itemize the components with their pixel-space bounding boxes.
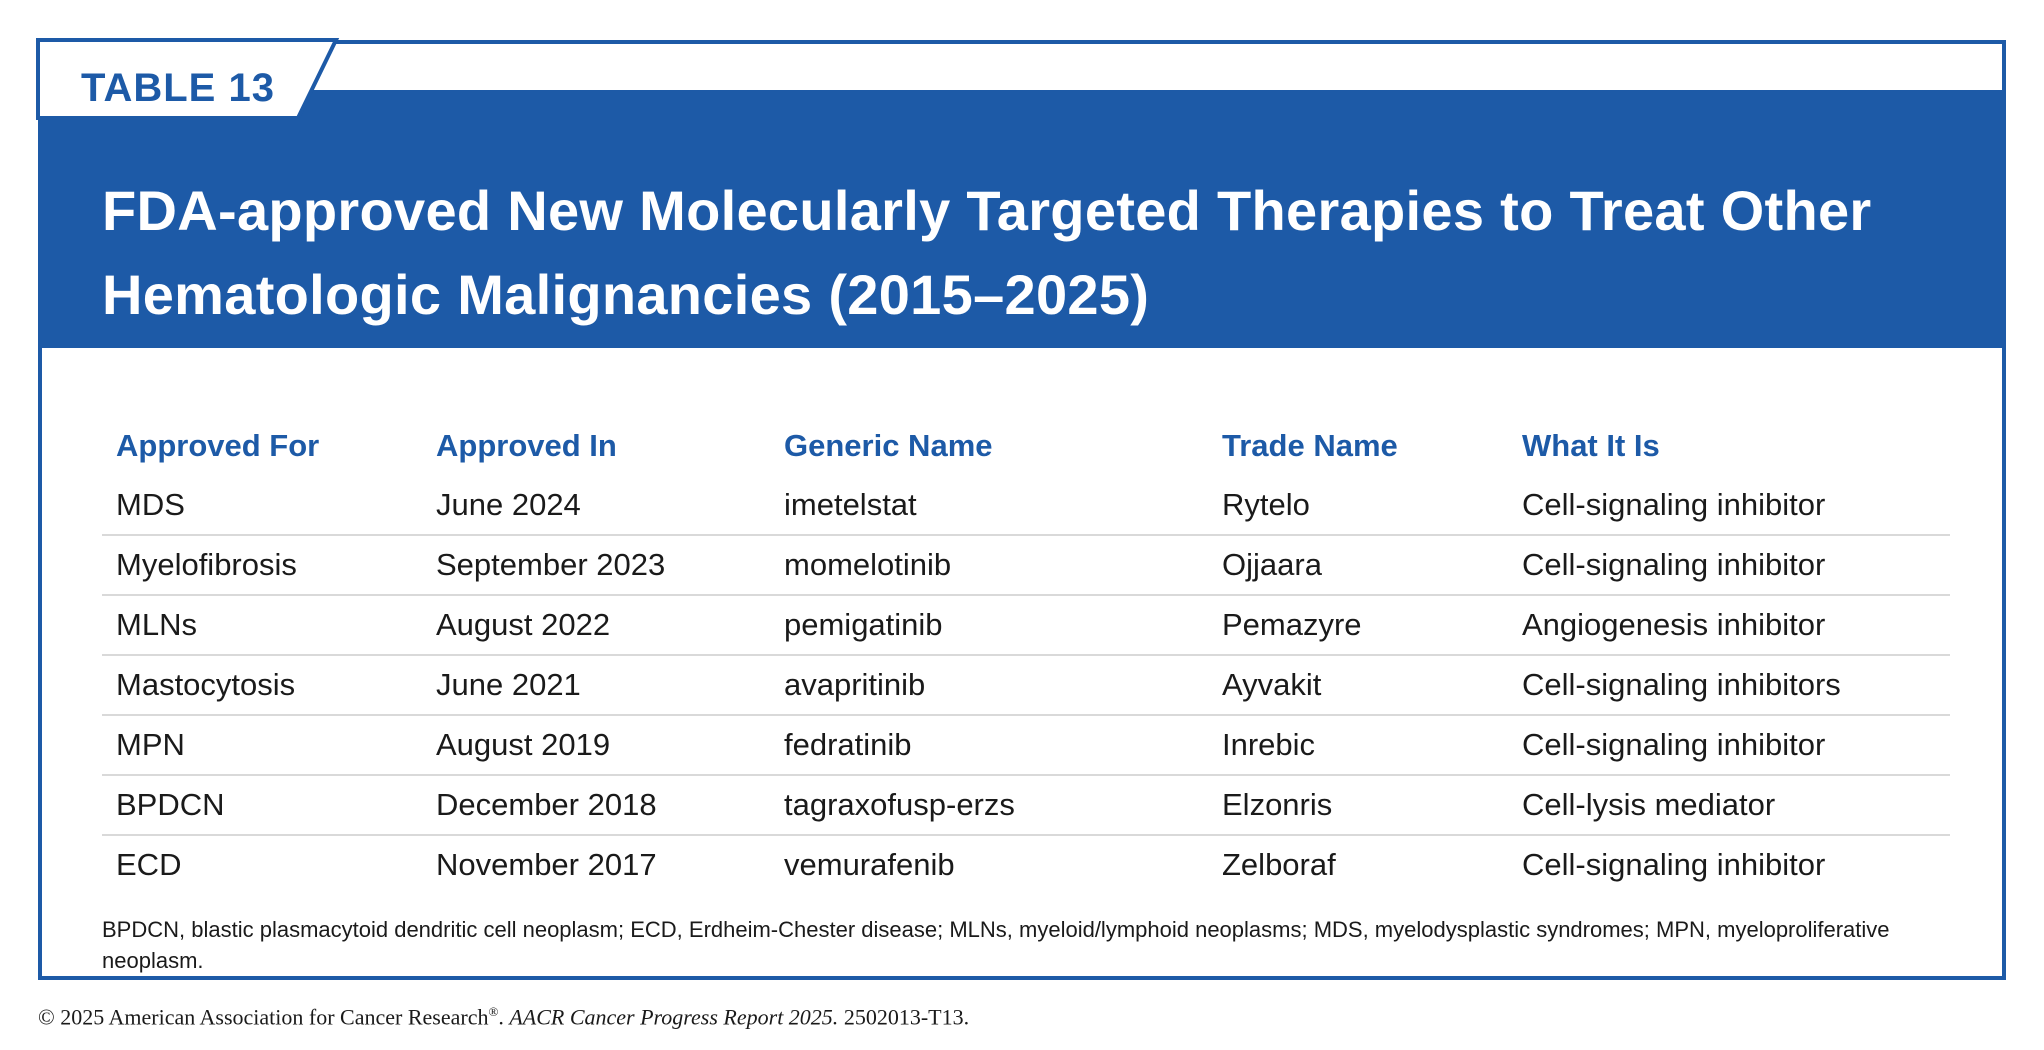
copyright-separator: . [498, 1004, 510, 1030]
table-row: Myelofibrosis September 2023 momelotinib… [102, 535, 1950, 596]
cell-trade-name: Inrebic [1208, 715, 1508, 776]
title-band [42, 90, 2002, 348]
column-header-generic-name: Generic Name [784, 428, 993, 463]
cell-trade-name: Ojjaara [1208, 535, 1508, 596]
copyright-line: © 2025 American Association for Cancer R… [38, 1004, 969, 1030]
cell-what-it-is: Cell-lysis mediator [1508, 775, 1950, 836]
cell-generic-name: pemigatinib [770, 595, 1208, 656]
table-row: MLNs August 2022 pemigatinib Pemazyre An… [102, 595, 1950, 656]
cell-approved-in: August 2022 [422, 595, 770, 656]
cell-approved-for: MDS [102, 476, 422, 536]
page-title: FDA-approved New Molecularly Targeted Th… [102, 179, 1872, 326]
cell-approved-for: MPN [102, 715, 422, 776]
column-header-approved-for: Approved For [116, 428, 320, 463]
table-row: Mastocytosis June 2021 avapritinib Ayvak… [102, 655, 1950, 716]
copyright-prefix: © 2025 American Association for Cancer R… [38, 1004, 489, 1030]
registered-mark: ® [488, 1004, 499, 1019]
cell-trade-name: Rytelo [1208, 476, 1508, 536]
cell-generic-name: fedratinib [770, 715, 1208, 776]
table-row: MPN August 2019 fedratinib Inrebic Cell-… [102, 715, 1950, 776]
cell-approved-in: December 2018 [422, 775, 770, 836]
cell-approved-for: Mastocytosis [102, 655, 422, 716]
cell-generic-name: imetelstat [770, 476, 1208, 536]
column-header-approved-in: Approved In [436, 428, 617, 463]
cell-generic-name: avapritinib [770, 655, 1208, 716]
table-row: MDS June 2024 imetelstat Rytelo Cell-sig… [102, 476, 1950, 536]
cell-approved-in: August 2019 [422, 715, 770, 776]
cell-approved-for: Myelofibrosis [102, 535, 422, 596]
column-header-trade-name: Trade Name [1222, 428, 1398, 463]
report-name: AACR Cancer Progress Report 2025. [509, 1004, 839, 1030]
table-row: BPDCN December 2018 tagraxofusp-erzs Elz… [102, 775, 1950, 836]
cell-what-it-is: Cell-signaling inhibitors [1508, 655, 1950, 716]
cell-trade-name: Elzonris [1208, 775, 1508, 836]
table-label: TABLE 13 [81, 66, 275, 110]
cell-approved-for: BPDCN [102, 775, 422, 836]
table-header-row: Approved For Approved In Generic Name Tr… [102, 416, 1950, 476]
cell-what-it-is: Cell-signaling inhibitor [1508, 535, 1950, 596]
cell-approved-for: ECD [116, 847, 182, 882]
cell-approved-in: November 2017 [436, 847, 657, 882]
table-frame: TABLE 13 FDA-approved New Molecularly Ta… [36, 38, 2006, 980]
cell-what-it-is: Cell-signaling inhibitor [1522, 847, 1826, 882]
cell-approved-in: June 2024 [422, 476, 770, 536]
cell-what-it-is: Cell-signaling inhibitor [1508, 715, 1950, 776]
column-header-what-it-is: What It Is [1522, 428, 1660, 463]
cell-approved-in: September 2023 [422, 535, 770, 596]
cell-generic-name: vemurafenib [784, 847, 955, 882]
table-row: ECD November 2017 vemurafenib Zelboraf C… [102, 835, 1950, 894]
cell-generic-name: tagraxofusp-erzs [770, 775, 1208, 836]
cell-trade-name: Pemazyre [1208, 595, 1508, 656]
cell-approved-in: June 2021 [422, 655, 770, 716]
therapies-table: Approved For Approved In Generic Name Tr… [102, 416, 1950, 894]
abbreviations-footnote: BPDCN, blastic plasmacytoid dendritic ce… [102, 917, 1890, 973]
figure-code: 2502013-T13. [838, 1004, 970, 1030]
cell-what-it-is: Cell-signaling inhibitor [1508, 476, 1950, 536]
cell-generic-name: momelotinib [770, 535, 1208, 596]
cell-approved-for: MLNs [102, 595, 422, 656]
cell-trade-name: Zelboraf [1222, 847, 1336, 882]
cell-trade-name: Ayvakit [1208, 655, 1508, 716]
cell-what-it-is: Angiogenesis inhibitor [1508, 595, 1950, 656]
